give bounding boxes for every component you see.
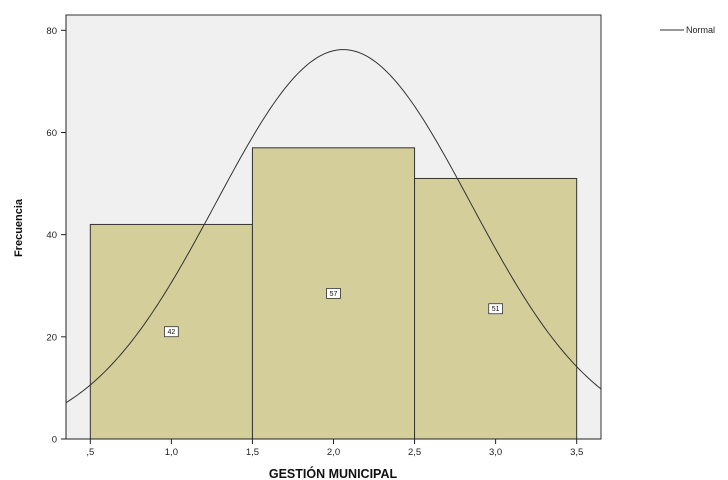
x-tick-label: 1,5 <box>246 447 259 458</box>
x-tick-label: 3,0 <box>489 447 502 458</box>
y-tick-label: 0 <box>52 435 57 446</box>
y-tick-label: 20 <box>46 332 57 343</box>
x-tick-label: 2,5 <box>408 447 421 458</box>
x-axis-title: GESTIÓN MUNICIPAL <box>269 466 398 480</box>
legend: Normal <box>660 25 715 35</box>
bar-value-label: 42 <box>167 329 175 336</box>
y-axis-title: Frecuencia <box>13 198 25 257</box>
x-tick-label: 3,5 <box>570 447 583 458</box>
x-axis-ticks: ,5 1,0 1,5 2,0 2,5 3,0 3,5 <box>86 439 583 458</box>
bar-label-box <box>164 326 179 338</box>
legend-normal-label: Normal <box>686 25 715 35</box>
y-tick-label: 40 <box>46 230 57 241</box>
x-tick-label: 2,0 <box>327 447 340 458</box>
y-tick-label: 60 <box>46 128 57 139</box>
x-tick-label: 1,0 <box>165 447 178 458</box>
bar-value-label: 57 <box>330 291 338 298</box>
bar-value-label: 51 <box>492 306 500 313</box>
bar-labels-group: 42 57 51 <box>164 288 503 338</box>
y-axis-ticks: 0 20 40 60 80 <box>46 26 66 446</box>
x-tick-label: ,5 <box>86 447 94 458</box>
bar-label-box <box>326 288 341 299</box>
y-tick-label: 80 <box>46 26 57 37</box>
bar-label-box <box>488 303 503 315</box>
normal-curve <box>65 49 602 404</box>
